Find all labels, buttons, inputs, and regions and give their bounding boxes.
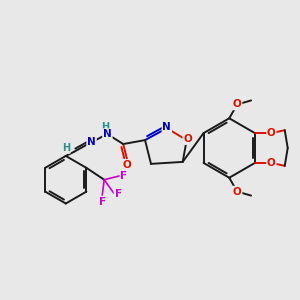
- Text: H: H: [62, 143, 70, 153]
- Text: F: F: [115, 189, 122, 199]
- Text: O: O: [123, 160, 132, 170]
- Text: F: F: [99, 196, 106, 206]
- Text: N: N: [103, 129, 112, 139]
- Text: O: O: [233, 99, 242, 110]
- Text: O: O: [267, 128, 276, 138]
- Text: F: F: [121, 171, 128, 181]
- Text: O: O: [267, 158, 276, 168]
- Text: O: O: [183, 134, 192, 144]
- Text: N: N: [87, 137, 96, 147]
- Text: O: O: [233, 187, 242, 196]
- Text: N: N: [163, 122, 171, 132]
- Text: H: H: [101, 122, 110, 132]
